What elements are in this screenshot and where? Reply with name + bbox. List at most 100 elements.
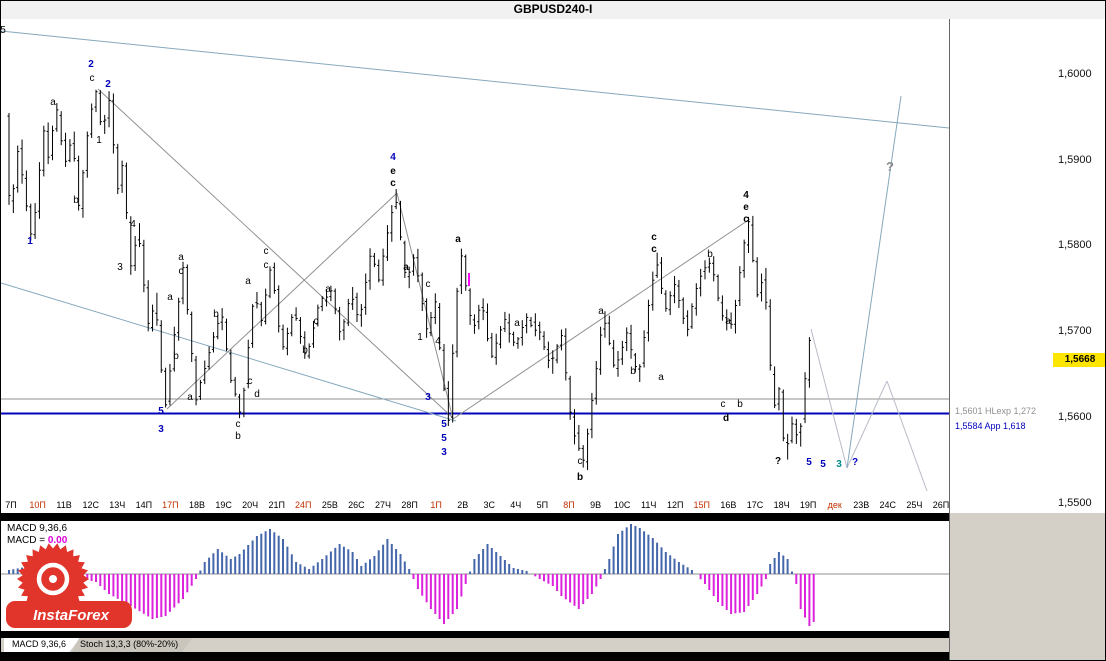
svg-text:дек: дек [828, 500, 842, 510]
svg-text:a: a [178, 252, 184, 263]
macd-bars [8, 524, 815, 626]
price-tick-label: 1,5600 [1058, 410, 1092, 423]
svg-text:b: b [173, 351, 179, 362]
svg-text:4: 4 [435, 336, 441, 347]
price-tick-label: 1,5800 [1058, 239, 1092, 252]
svg-text:e: e [743, 202, 749, 213]
svg-text:26С: 26С [348, 500, 365, 510]
level-label: 1,5584 App 1,618 [955, 420, 1026, 431]
indicator-tabs-row: MACD 9,36,6 Stoch 13,3,3 (80%-20%) [1, 638, 949, 652]
svg-text:3: 3 [836, 459, 842, 470]
svg-text:5: 5 [441, 433, 447, 444]
svg-text:21П: 21П [268, 500, 284, 510]
panel-separator-top[interactable] [1, 513, 949, 521]
level-lines [1, 398, 949, 415]
tab-stoch[interactable]: Stoch 13,3,3 (80%-20%) [72, 638, 193, 652]
svg-text:17П: 17П [162, 500, 178, 510]
svg-text:11В: 11В [56, 500, 71, 510]
svg-text:b: b [213, 309, 219, 320]
svg-text:27Ч: 27Ч [375, 500, 391, 510]
svg-text:1: 1 [417, 332, 423, 343]
macd-value: 0.00 [47, 535, 68, 546]
svg-text:c: c [721, 399, 726, 410]
svg-text:11Ч: 11Ч [641, 500, 656, 510]
price-chart-pane[interactable]: 52c21ab143acaaccbba53cbcdacb4ecac143553a… [1, 19, 949, 513]
svg-text:c: c [90, 73, 95, 84]
svg-text:5: 5 [1, 25, 6, 36]
svg-text:a: a [50, 97, 56, 108]
svg-text:15П: 15П [694, 500, 710, 510]
svg-text:c: c [651, 232, 657, 243]
svg-text:3: 3 [425, 392, 431, 403]
bottom-right-filler [949, 513, 1105, 660]
svg-text:16В: 16В [720, 500, 736, 510]
svg-text:2В: 2В [457, 500, 468, 510]
svg-text:a: a [725, 316, 731, 327]
svg-text:3: 3 [117, 262, 123, 273]
candlestick-series [7, 89, 811, 471]
macd-indicator-name: MACD 9,36,6 [7, 523, 68, 534]
svg-text:2: 2 [105, 79, 111, 90]
svg-text:25Ч: 25Ч [906, 500, 922, 510]
svg-text:8П: 8П [563, 500, 574, 510]
svg-text:28П: 28П [401, 500, 417, 510]
svg-text:3С: 3С [484, 500, 496, 510]
svg-text:c: c [264, 246, 269, 257]
trend-lines [1, 30, 949, 492]
instaforex-logo-graphic: InstaForex [6, 543, 132, 628]
wave-labels: 52c21ab143acaaccbba53cbcdacb4ecac143553a… [1, 25, 894, 483]
chart-title: GBPUSD240-I [513, 2, 593, 16]
svg-text:7П: 7П [5, 500, 16, 510]
candlestick-chart[interactable]: 52c21ab143acaaccbba53cbcdacb4ecac143553a… [1, 19, 949, 513]
svg-text:19П: 19П [800, 500, 816, 510]
svg-text:c: c [179, 266, 184, 277]
macd-panel[interactable]: MACD 9,36,6 MACD = 0.00 [1, 521, 949, 631]
svg-text:13Ч: 13Ч [109, 500, 125, 510]
svg-text:12П: 12П [667, 500, 683, 510]
svg-text:3: 3 [441, 447, 447, 458]
instaforex-logo: InstaForex [3, 541, 135, 631]
svg-text:2: 2 [88, 59, 94, 70]
price-tick-label: 1,5500 [1058, 496, 1092, 509]
svg-text:18В: 18В [189, 500, 205, 510]
svg-text:5П: 5П [537, 500, 548, 510]
date-axis: 7П 10П 11В 12С 13Ч 14П 17П 18В 19С 20Ч 21П 24П 25В 26… [5, 500, 949, 510]
svg-text:b: b [737, 399, 743, 410]
svg-text:4Ч: 4Ч [510, 500, 521, 510]
svg-text:5: 5 [820, 459, 826, 470]
svg-text:9В: 9В [590, 500, 601, 510]
logo-dot-icon [49, 575, 57, 583]
svg-text:b: b [577, 472, 583, 483]
svg-text:d: d [723, 413, 729, 424]
svg-text:23В: 23В [853, 500, 869, 510]
tab-macd[interactable]: MACD 9,36,6 [4, 638, 81, 652]
current-price-badge: 1,5668 [1053, 352, 1105, 367]
title-bar: GBPUSD240-I [1, 1, 1105, 20]
svg-text:b: b [235, 431, 241, 442]
svg-text:25В: 25В [322, 500, 338, 510]
svg-text:a: a [325, 284, 331, 295]
svg-text:5: 5 [806, 457, 812, 468]
logo-banner [6, 601, 132, 628]
svg-text:c: c [390, 178, 396, 189]
svg-text:10С: 10С [614, 500, 631, 510]
svg-text:1П: 1П [430, 500, 441, 510]
macd-indicator-value: MACD = 0.00 [7, 535, 67, 546]
svg-text:4: 4 [130, 219, 136, 230]
svg-text:26П: 26П [933, 500, 949, 510]
macd-value-prefix: MACD = [7, 535, 48, 546]
svg-text:19С: 19С [215, 500, 232, 510]
svg-text:3: 3 [158, 424, 164, 435]
svg-text:c: c [743, 214, 749, 225]
svg-text:12С: 12С [82, 500, 99, 510]
svg-text:c: c [314, 316, 319, 327]
svg-text:17С: 17С [747, 500, 764, 510]
svg-text:?: ? [775, 456, 781, 467]
svg-text:b: b [630, 366, 636, 377]
panel-separator-bottom[interactable] [1, 631, 949, 638]
svg-text:4: 4 [390, 152, 396, 163]
svg-text:b: b [302, 345, 308, 356]
svg-text:20Ч: 20Ч [242, 500, 258, 510]
tab-stoch-label: Stoch 13,3,3 (80%-20%) [80, 639, 179, 649]
svg-text:24П: 24П [295, 500, 311, 510]
